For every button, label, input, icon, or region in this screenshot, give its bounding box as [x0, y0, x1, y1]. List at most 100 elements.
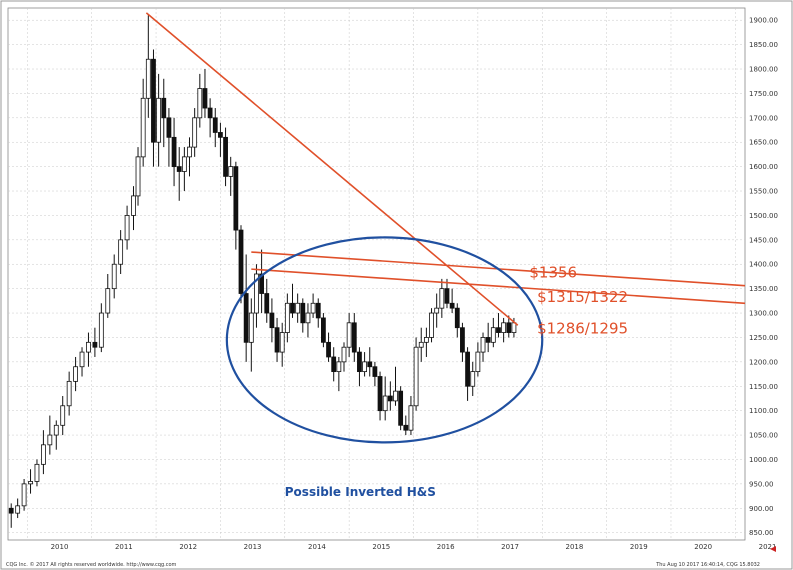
candle-body	[398, 390, 404, 426]
trendline	[251, 268, 746, 305]
x-tick-label: 2015	[372, 543, 390, 551]
candle-body	[259, 273, 265, 294]
candle-body	[171, 136, 177, 168]
candle-body	[140, 97, 146, 158]
candle-body	[131, 195, 136, 216]
candle-body	[362, 361, 367, 373]
y-tick-label: 1650.00	[749, 139, 778, 147]
candle-body	[320, 317, 326, 343]
y-tick-label: 1750.00	[749, 90, 778, 98]
candle-body	[408, 405, 414, 431]
candle-body	[372, 366, 378, 377]
y-tick-label: 1550.00	[749, 188, 778, 196]
y-tick-label: 1450.00	[749, 236, 778, 244]
candle-body	[290, 302, 295, 314]
candle-body	[382, 395, 388, 412]
x-tick-label: 2010	[51, 543, 69, 551]
candle-body	[145, 58, 151, 99]
candle-body	[475, 351, 481, 373]
candle-body	[202, 88, 208, 109]
x-tick-label: 2021	[759, 543, 777, 551]
candle-body	[98, 312, 104, 348]
y-tick-label: 1250.00	[749, 334, 778, 342]
candle-body	[223, 136, 228, 177]
pattern-ellipse	[225, 236, 544, 444]
candle-body	[243, 293, 249, 343]
scroll-arrow-icon	[770, 546, 776, 552]
y-tick-label: 1500.00	[749, 212, 778, 220]
candle-body	[264, 293, 270, 314]
candle-body	[449, 302, 455, 309]
x-tick-label: 2011	[115, 543, 133, 551]
candle-body	[315, 302, 321, 319]
candle-body	[465, 351, 470, 387]
candle-body	[238, 229, 244, 294]
y-tick-label: 1300.00	[749, 310, 778, 318]
candle-body	[326, 341, 331, 358]
candle-body	[284, 302, 290, 333]
y-tick-label: 1800.00	[749, 66, 778, 74]
y-tick-label: 1400.00	[749, 261, 778, 269]
price-annotation: $1315/1322	[537, 288, 628, 306]
candle-body	[485, 337, 491, 343]
candle-body	[454, 307, 460, 329]
candle-body	[305, 312, 311, 324]
candle-body	[506, 322, 512, 333]
candle-body	[207, 107, 213, 119]
candle-body	[377, 376, 383, 412]
candle-body	[118, 239, 124, 265]
candle-body	[274, 327, 280, 353]
candle-body	[300, 302, 306, 324]
plot-area	[7, 7, 746, 541]
candle-body	[310, 302, 316, 314]
candle-body	[111, 263, 117, 290]
footer-right: Thu Aug 10 2017 16:40:14, CQG 15.8032	[655, 562, 760, 568]
y-tick-label: 1100.00	[749, 407, 778, 415]
candle-body	[21, 483, 27, 507]
price-annotation: $1286/1295	[537, 320, 628, 338]
candle-body	[41, 444, 46, 465]
candle-body	[336, 361, 342, 373]
candle-body	[444, 288, 450, 304]
candle-body	[346, 322, 352, 348]
y-tick-label: 1050.00	[749, 432, 778, 440]
x-tick-label: 2013	[244, 543, 262, 551]
candle-body	[192, 117, 198, 148]
pattern-label: Possible Inverted H&S	[285, 485, 436, 499]
candle-body	[8, 507, 14, 514]
x-tick-label: 2012	[179, 543, 197, 551]
candle-body	[218, 132, 223, 138]
x-tick-label: 2014	[308, 543, 326, 551]
y-tick-label: 1150.00	[749, 383, 778, 391]
candle-body	[511, 322, 517, 333]
x-tick-label: 2016	[437, 543, 455, 551]
candle-body	[181, 156, 187, 172]
candle-body	[403, 424, 409, 431]
candle-body	[34, 463, 40, 482]
candle-body	[166, 117, 172, 138]
candle-body	[367, 361, 373, 368]
candle-body	[86, 341, 91, 353]
candle-body	[124, 215, 130, 241]
y-tick-label: 1700.00	[749, 114, 778, 122]
candle-body	[228, 166, 234, 177]
candle-body	[501, 322, 507, 333]
candle-body	[439, 288, 445, 309]
y-tick-label: 950.00	[749, 480, 774, 488]
candle-body	[496, 327, 501, 333]
y-tick-label: 1900.00	[749, 17, 778, 25]
candle-body	[413, 346, 419, 407]
candle-body	[254, 273, 259, 314]
candle-body	[105, 288, 111, 314]
candle-body	[135, 156, 141, 197]
candle-body	[156, 97, 162, 143]
footer-left: CQG Inc. © 2017 All rights reserved worl…	[6, 561, 177, 568]
candle-body	[269, 312, 275, 329]
y-tick-label: 1200.00	[749, 358, 778, 366]
trendline	[145, 12, 519, 326]
y-tick-label: 850.00	[749, 529, 774, 537]
candle-body	[295, 302, 301, 314]
candle-body	[393, 390, 398, 402]
candle-body	[490, 327, 496, 343]
